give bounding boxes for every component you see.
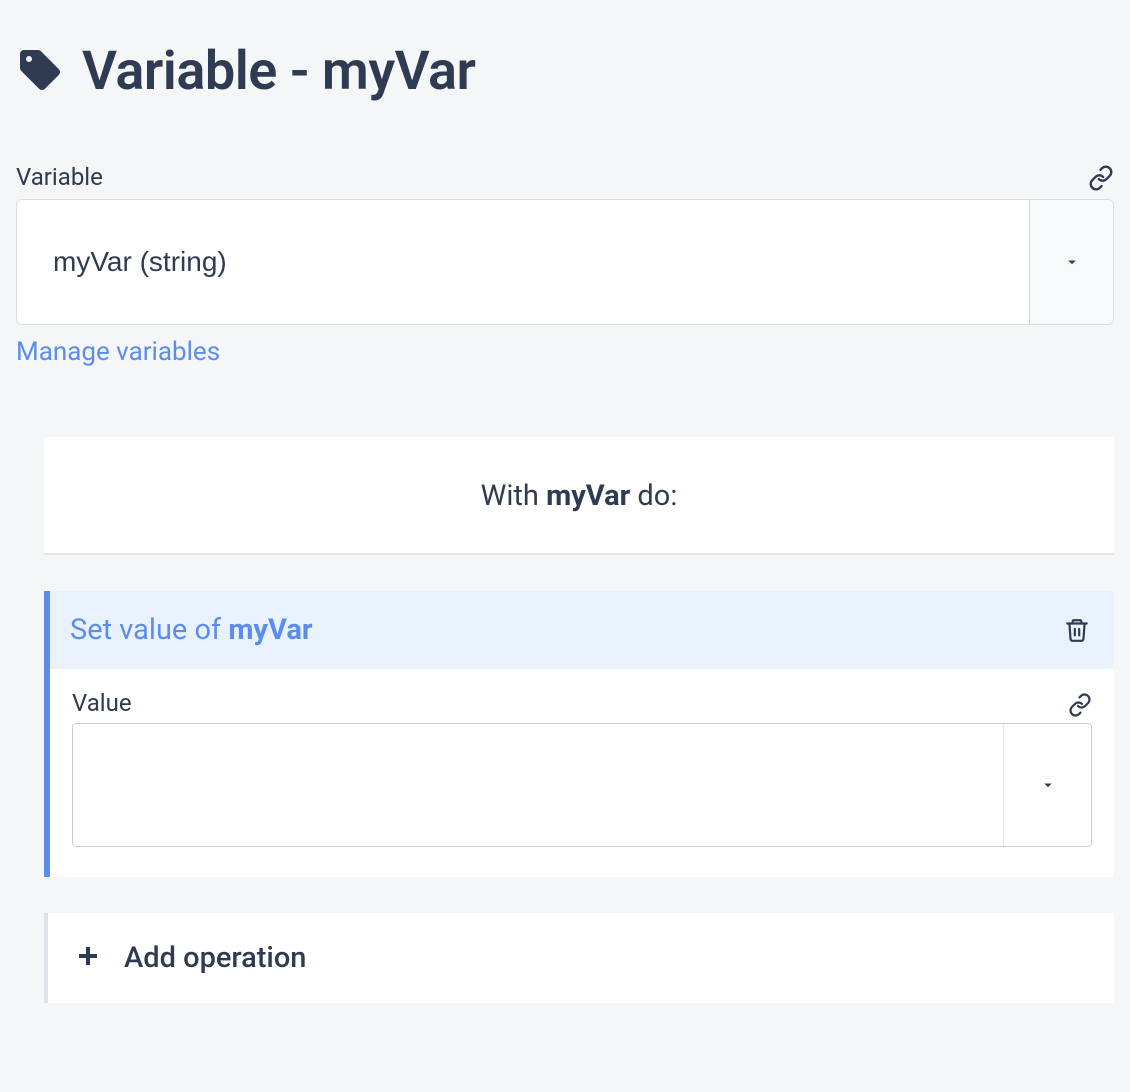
value-select-caret[interactable]	[1003, 724, 1091, 846]
operation-title: Set value of myVar	[70, 613, 312, 647]
ops-header-prefix: With	[481, 479, 546, 513]
ops-header-suffix: do:	[630, 479, 677, 513]
op-title-var: myVar	[228, 613, 312, 647]
variable-select-caret[interactable]	[1029, 200, 1113, 324]
operations-header: With myVar do:	[44, 437, 1114, 555]
delete-operation-button[interactable]	[1064, 617, 1090, 643]
link-icon[interactable]	[1088, 165, 1114, 191]
tag-icon	[16, 46, 64, 98]
link-icon[interactable]	[1068, 693, 1092, 717]
add-operation-button[interactable]: Add operation	[44, 913, 1114, 1003]
ops-header-var: myVar	[546, 479, 630, 513]
value-select[interactable]	[72, 723, 1092, 847]
variable-select[interactable]	[16, 199, 1114, 325]
page-title-text: Variable - myVar	[82, 40, 475, 103]
plus-icon	[76, 944, 100, 972]
value-label: Value	[72, 689, 132, 717]
value-input[interactable]	[73, 724, 1003, 846]
variable-select-input[interactable]	[17, 200, 1029, 324]
page-title: Variable - myVar	[16, 40, 1114, 103]
manage-variables-link[interactable]: Manage variables	[16, 337, 220, 367]
operation-set-value: Set value of myVar Value	[44, 591, 1114, 877]
variable-label: Variable	[16, 163, 103, 191]
op-title-prefix: Set value of	[70, 613, 228, 647]
add-operation-label: Add operation	[124, 941, 306, 975]
